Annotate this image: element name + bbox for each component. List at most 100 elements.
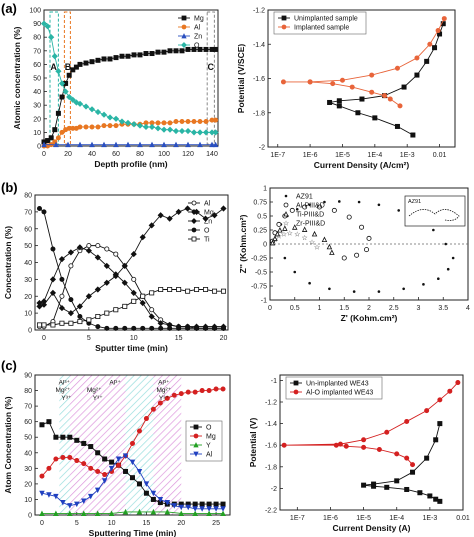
data-point xyxy=(203,325,209,331)
data-point: ☆ xyxy=(309,238,315,246)
data-point xyxy=(155,120,161,126)
data-point xyxy=(113,251,119,257)
series-line xyxy=(43,48,216,143)
data-point xyxy=(46,419,52,425)
data-point xyxy=(149,325,155,331)
y-tick-label: 90 xyxy=(33,21,41,28)
data-point xyxy=(437,397,443,403)
data-point xyxy=(329,249,335,255)
data-point xyxy=(221,288,227,294)
data-point xyxy=(336,98,342,104)
data-point xyxy=(77,61,83,67)
data-point xyxy=(283,256,287,260)
x-tick-label: 3.5 xyxy=(438,305,448,312)
data-point xyxy=(422,283,425,286)
plot-frame xyxy=(34,374,231,516)
data-point: ☆ xyxy=(287,229,293,237)
x-tick-label: 0.01 xyxy=(456,515,470,522)
data-point xyxy=(328,287,331,291)
data-point xyxy=(211,212,218,219)
data-point xyxy=(67,249,74,256)
data-point xyxy=(424,455,430,461)
data-point xyxy=(384,484,390,490)
series-ti-piii-d xyxy=(269,224,335,255)
legend-marker xyxy=(191,236,197,242)
data-point xyxy=(36,322,42,328)
data-point xyxy=(131,325,137,331)
data-point xyxy=(150,508,157,515)
legend-label: O xyxy=(204,228,210,235)
data-point xyxy=(192,389,198,395)
y-tick-label: 1 xyxy=(263,186,267,193)
data-point xyxy=(206,510,212,516)
data-point xyxy=(295,207,299,211)
y-tick-label: 80 xyxy=(24,388,32,395)
data-point xyxy=(197,46,203,52)
legend-marker xyxy=(293,380,299,386)
data-point xyxy=(192,506,198,512)
y-tick-label: -1.2 xyxy=(253,8,265,15)
inset: AZ91 xyxy=(404,195,466,227)
x-tick-label: 120 xyxy=(182,151,194,158)
y-tick-label: 30 xyxy=(24,466,32,473)
data-point xyxy=(94,254,101,261)
data-point xyxy=(52,127,58,133)
data-point xyxy=(86,317,92,323)
data-point xyxy=(178,510,184,516)
data-point xyxy=(40,20,48,27)
data-point xyxy=(176,286,182,292)
data-point xyxy=(157,320,164,327)
y-tick-label: 0 xyxy=(28,328,32,335)
x-tick-label: 25 xyxy=(212,520,220,527)
y-tick-label: -1.8 xyxy=(253,110,265,117)
data-point xyxy=(221,325,227,331)
data-point xyxy=(113,55,119,61)
data-point xyxy=(104,246,110,252)
legend-label: Al xyxy=(204,201,211,208)
data-point xyxy=(68,263,74,269)
data-point xyxy=(136,428,142,434)
data-point xyxy=(122,303,128,309)
data-point xyxy=(136,508,143,515)
data-point xyxy=(50,246,56,252)
data-point xyxy=(157,496,164,503)
legend-label: Zn xyxy=(204,219,212,226)
data-point xyxy=(44,23,51,30)
data-point xyxy=(302,204,308,210)
y-tick-label: 50 xyxy=(33,76,41,83)
data-point xyxy=(414,55,420,61)
data-point xyxy=(220,510,226,516)
data-point xyxy=(74,437,80,443)
data-point xyxy=(136,468,143,475)
data-point xyxy=(77,319,83,325)
x-axis-label: Current Density (A/cm²) xyxy=(314,160,410,170)
data-point xyxy=(60,454,66,460)
data-point xyxy=(101,56,107,62)
legend-marker xyxy=(181,24,187,30)
y-tick-label: -1.4 xyxy=(265,421,277,428)
data-point xyxy=(39,422,45,428)
data-point xyxy=(74,458,80,464)
legend-label: Al xyxy=(194,25,201,32)
data-point xyxy=(424,58,430,64)
y-tick-label: 0.25 xyxy=(253,228,267,235)
data-point xyxy=(341,255,347,261)
data-point xyxy=(103,279,110,286)
data-point xyxy=(364,247,370,253)
region-box xyxy=(63,11,71,145)
y-tick-label: -1.2 xyxy=(265,400,277,407)
data-point xyxy=(48,34,55,41)
data-point xyxy=(161,141,167,148)
data-point xyxy=(148,313,155,320)
data-point xyxy=(178,127,186,135)
data-point xyxy=(59,293,65,299)
data-point xyxy=(372,115,378,121)
data-point xyxy=(95,243,101,249)
data-point xyxy=(83,60,89,66)
legend-marker xyxy=(283,211,289,217)
y-tick-label: 40 xyxy=(24,260,32,267)
data-point xyxy=(125,141,131,148)
legend-label: Zr-PIII&D xyxy=(296,221,325,228)
data-point xyxy=(89,141,95,148)
data-point: ☆ xyxy=(272,236,278,244)
